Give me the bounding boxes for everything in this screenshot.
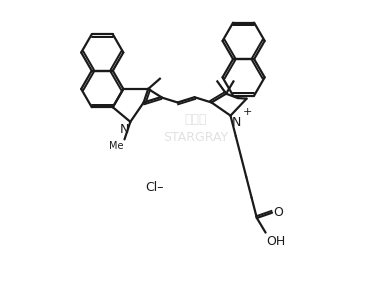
Text: +: + (243, 107, 252, 117)
Text: 星戈瑞
STARGRAY: 星戈瑞 STARGRAY (163, 113, 228, 144)
Text: N: N (232, 116, 241, 129)
Text: N: N (119, 123, 129, 136)
Text: O: O (273, 206, 283, 219)
Text: OH: OH (266, 235, 285, 248)
Text: Me: Me (109, 141, 123, 151)
Text: Cl–: Cl– (146, 181, 164, 193)
